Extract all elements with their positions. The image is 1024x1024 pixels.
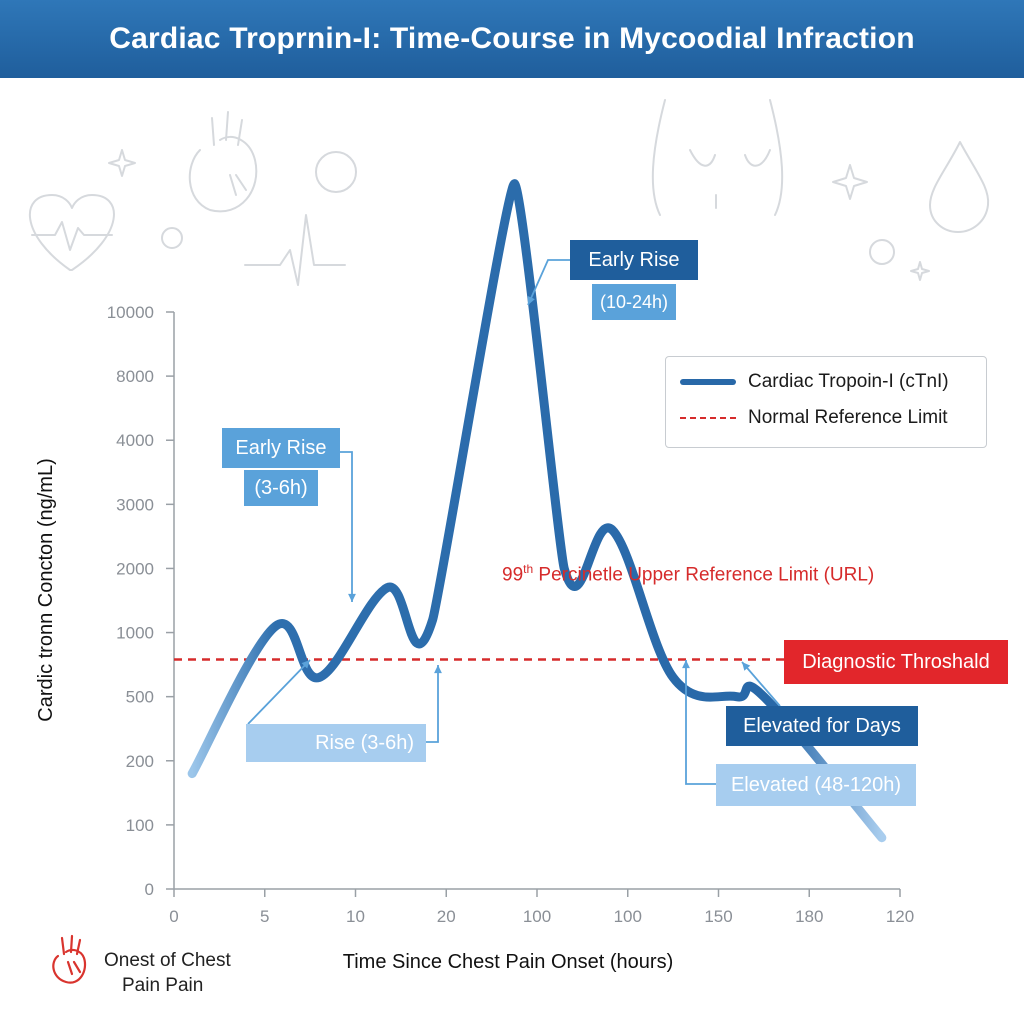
callout-diagnostic-threshold: Diagnostic Throshald [784, 640, 1008, 684]
x-tick-label: 20 [437, 907, 456, 926]
callout-elevated-range: Elevated (48-120h) [716, 764, 916, 806]
circle-decor [161, 227, 183, 249]
y-tick-label: 0 [145, 880, 154, 899]
circle-decor [869, 239, 895, 265]
callout-early-rise-top: Early Rise [570, 240, 698, 280]
callout-rise: Rise (3-6h) [246, 724, 426, 762]
y-tick-label: 8000 [116, 367, 154, 386]
callout-pointer [247, 659, 311, 725]
legend-item-troponin: Cardiac Tropoin-I (cTnI) [680, 371, 949, 393]
sparkle-icon [910, 261, 930, 281]
callout-arrowhead [434, 665, 442, 674]
troponin-series-line [187, 179, 887, 843]
legend-label-troponin: Cardiac Tropoin-I (cTnI) [748, 371, 949, 392]
callout-arrowhead [682, 660, 690, 669]
anatomical-heart-icon [188, 111, 258, 213]
callout-pointer [426, 665, 439, 743]
x-tick-label: 180 [795, 907, 823, 926]
callout-early-rise-left-range: (3-6h) [244, 470, 318, 506]
ekg-line-icon [244, 214, 346, 286]
url-label-rest: Percinetle Upper Reference Limit (URL) [533, 564, 875, 586]
callout-early-rise-left: Early Rise [222, 428, 340, 468]
x-tick-label: 120 [886, 907, 914, 926]
chart-title: Cardiac Troprnin-I: Time-Course in Mycoo… [0, 0, 1024, 78]
callout-pointer [340, 451, 353, 602]
y-tick-label: 500 [126, 688, 154, 707]
callout-pointer [685, 660, 716, 785]
x-tick-label: 0 [169, 907, 178, 926]
callout-pointer [741, 661, 781, 707]
y-axis-title: Cardic tronn Concton (ng/mL) [35, 458, 57, 721]
x-tick-label: 100 [523, 907, 551, 926]
y-tick-label: 200 [126, 752, 154, 771]
legend-item-reference: Normal Reference Limit [680, 407, 948, 429]
y-tick-label: 10000 [107, 303, 154, 322]
sparkle-icon [832, 164, 868, 200]
x-tick-label: 100 [614, 907, 642, 926]
legend-label-reference: Normal Reference Limit [748, 407, 948, 428]
callout-early-rise-top-range: (10-24h) [592, 284, 676, 320]
sparkle-icon [108, 149, 136, 177]
x-tick-label: 150 [704, 907, 732, 926]
callout-pointers [247, 259, 781, 785]
droplet-icon [929, 141, 990, 233]
callout-arrowhead [527, 296, 535, 305]
legend-swatch-dashed [680, 417, 736, 419]
heart-pulse-icon [28, 194, 115, 271]
legend-swatch-line [680, 379, 736, 385]
legend: Cardiac Tropoin-I (cTnI) Normal Referenc… [665, 356, 987, 448]
y-axis-ticks: 0 100 200 500 1000 2000 3000 4000 8000 10000 [107, 303, 174, 899]
url-label-prefix: 99 [502, 564, 524, 586]
callout-arrowhead [742, 662, 751, 671]
footer-line-2: Pain Pain [122, 975, 204, 996]
x-axis-ticks: 0 5 10 20 100 100 150 180 120 [169, 889, 914, 926]
x-tick-label: 5 [260, 907, 269, 926]
y-tick-label: 4000 [116, 431, 154, 450]
y-tick-label: 1000 [116, 624, 154, 643]
heart-anatomy-icon [52, 934, 87, 984]
url-label: 99th Percinetle Upper Reference Limit (U… [502, 562, 874, 586]
x-tick-label: 10 [346, 907, 365, 926]
footer-line-1: Onest of Chest [104, 950, 231, 971]
footer-caption: Onest of Chest Pain Pain [104, 948, 231, 998]
y-tick-label: 100 [126, 816, 154, 835]
url-label-sup: th [523, 562, 534, 576]
y-tick-label: 2000 [116, 559, 154, 578]
x-axis-title: Time Since Chest Pain Onset (hours) [343, 951, 674, 973]
callout-elevated-days: Elevated for Days [726, 706, 918, 746]
torso-icon [651, 99, 784, 216]
callout-arrowhead [301, 660, 310, 669]
callout-pointer [527, 259, 570, 306]
callout-arrowhead [348, 593, 356, 602]
y-tick-label: 3000 [116, 495, 154, 514]
circle-decor [315, 151, 357, 193]
